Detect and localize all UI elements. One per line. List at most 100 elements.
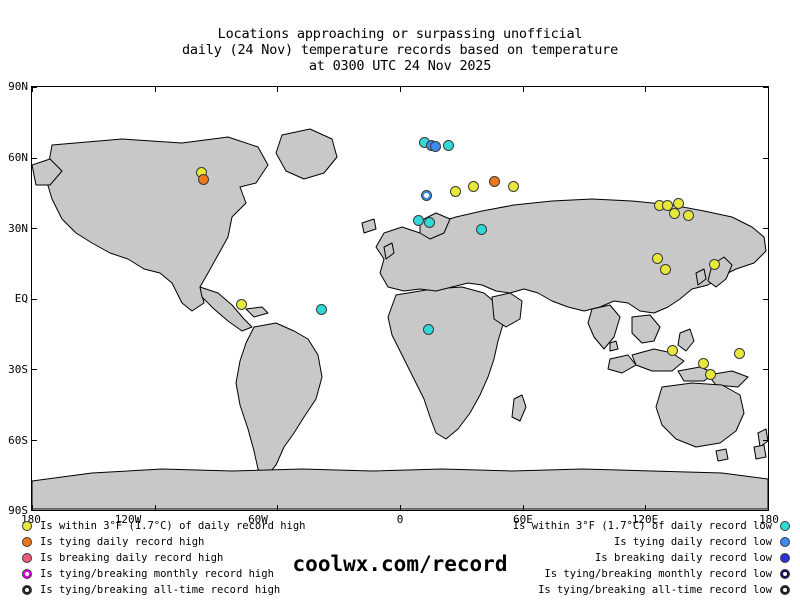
- record-location-marker[interactable]: [412, 215, 424, 227]
- axis-tick: [32, 505, 33, 511]
- legend-marker-icon: [22, 585, 32, 595]
- legend-marker-icon: [780, 553, 790, 563]
- ytick-30N: 30N: [8, 222, 28, 235]
- axis-tick: [768, 505, 769, 511]
- xtick-120W: 120W: [114, 513, 142, 526]
- axis-tick: [400, 86, 401, 92]
- axis-tick: [768, 86, 769, 92]
- legend-item: Is tying/breaking all-time record low: [490, 582, 790, 598]
- axis-tick: [763, 228, 769, 229]
- ytick-90S: 90S: [8, 504, 28, 517]
- record-location-marker[interactable]: [315, 303, 327, 315]
- legend-item-label: Is tying daily record low: [613, 536, 772, 548]
- ytick-60N: 60N: [8, 151, 28, 164]
- legend-marker-icon: [780, 537, 790, 547]
- axis-tick: [522, 86, 524, 92]
- axis-tick: [31, 439, 37, 441]
- legend-marker-icon: [22, 537, 32, 547]
- legend-item-label: Is breaking daily record low: [594, 552, 772, 564]
- legend-item: Is tying daily record low: [490, 534, 790, 550]
- legend-item: Is within 3°F (1.7°C) of daily record lo…: [490, 518, 790, 534]
- xtick-180E: 180: [759, 513, 779, 526]
- legend-item: Is within 3°F (1.7°C) of daily record hi…: [22, 518, 322, 534]
- record-location-marker[interactable]: [488, 175, 500, 187]
- record-location-marker[interactable]: [476, 223, 488, 235]
- axis-tick: [763, 510, 769, 511]
- xtick-120E: 120E: [631, 513, 659, 526]
- legend-item-label: Is tying/breaking monthly record low: [544, 568, 772, 580]
- legend-item-label: Is tying/breaking all-time record high: [40, 584, 281, 596]
- legend-marker-icon: [22, 553, 32, 563]
- page-title: Locations approaching or surpassing unof…: [0, 26, 800, 74]
- legend: Is within 3°F (1.7°C) of daily record hi…: [0, 518, 800, 600]
- record-location-marker[interactable]: [236, 298, 248, 310]
- axis-tick: [763, 298, 769, 300]
- record-location-marker[interactable]: [423, 323, 435, 335]
- record-location-marker[interactable]: [672, 197, 684, 209]
- ytick-60S: 60S: [8, 434, 28, 447]
- legend-item: Is tying daily record high: [22, 534, 322, 550]
- axis-tick: [645, 505, 647, 511]
- title-line-2: daily (24 Nov) temperature records based…: [181, 42, 619, 58]
- legend-item-label: Is tying daily record high: [40, 536, 205, 548]
- record-location-marker[interactable]: [430, 141, 442, 153]
- legend-item-label: Is within 3°F (1.7°C) of daily record lo…: [512, 520, 772, 532]
- axis-tick: [277, 86, 279, 92]
- record-location-marker[interactable]: [424, 216, 436, 228]
- axis-tick: [154, 505, 156, 511]
- world-map-continents: [32, 128, 768, 510]
- axis-tick: [763, 87, 769, 88]
- axis-tick: [31, 157, 37, 159]
- record-location-marker[interactable]: [669, 208, 681, 220]
- record-location-marker[interactable]: [421, 189, 433, 201]
- record-location-marker[interactable]: [449, 186, 461, 198]
- record-location-marker[interactable]: [682, 209, 694, 221]
- record-location-marker[interactable]: [705, 369, 717, 381]
- axis-tick: [31, 87, 37, 88]
- record-location-marker[interactable]: [652, 253, 664, 265]
- legend-low-column: Is within 3°F (1.7°C) of daily record lo…: [490, 518, 790, 598]
- record-location-marker[interactable]: [733, 348, 745, 360]
- record-location-marker[interactable]: [468, 181, 480, 193]
- ytick-EQ: EQ: [14, 292, 28, 305]
- axis-tick: [32, 86, 33, 92]
- legend-item: Is tying/breaking monthly record low: [490, 566, 790, 582]
- legend-item-label: Is breaking daily record high: [40, 552, 224, 564]
- axis-tick: [277, 505, 279, 511]
- xtick-60E: 60E: [513, 513, 533, 526]
- record-location-marker[interactable]: [660, 263, 672, 275]
- legend-item-label: Is within 3°F (1.7°C) of daily record hi…: [40, 520, 306, 532]
- legend-high-column: Is within 3°F (1.7°C) of daily record hi…: [22, 518, 322, 598]
- axis-tick: [522, 505, 524, 511]
- axis-tick: [31, 228, 37, 229]
- xtick-0: 0: [396, 513, 404, 526]
- axis-tick: [763, 157, 769, 159]
- legend-item-label: Is tying/breaking all-time record low: [538, 584, 772, 596]
- legend-item: Is breaking daily record low: [490, 550, 790, 566]
- title-line-1: Locations approaching or surpassing unof…: [217, 26, 583, 42]
- axis-tick: [763, 439, 769, 441]
- axis-tick: [31, 369, 37, 370]
- legend-marker-icon: [22, 569, 32, 579]
- legend-item: Is breaking daily record high: [22, 550, 322, 566]
- record-location-marker[interactable]: [667, 344, 679, 356]
- legend-item: Is tying/breaking monthly record high: [22, 566, 322, 582]
- axis-tick: [31, 510, 37, 511]
- ytick-30S: 30S: [8, 363, 28, 376]
- legend-marker-icon: [780, 569, 790, 579]
- title-line-3: at 0300 UTC 24 Nov 2025: [308, 58, 492, 74]
- record-location-marker[interactable]: [698, 357, 710, 369]
- record-location-marker[interactable]: [507, 181, 519, 193]
- legend-item: Is tying/breaking all-time record high: [22, 582, 322, 598]
- legend-marker-icon: [780, 585, 790, 595]
- world-map: [31, 86, 769, 511]
- record-location-marker[interactable]: [197, 173, 209, 185]
- site-brand: coolwx.com/record: [292, 552, 508, 576]
- axis-tick: [645, 86, 647, 92]
- ytick-90N: 90N: [8, 80, 28, 93]
- record-location-marker[interactable]: [442, 140, 454, 152]
- axis-tick: [763, 369, 769, 370]
- legend-item-label: Is tying/breaking monthly record high: [40, 568, 274, 580]
- record-location-marker[interactable]: [709, 258, 721, 270]
